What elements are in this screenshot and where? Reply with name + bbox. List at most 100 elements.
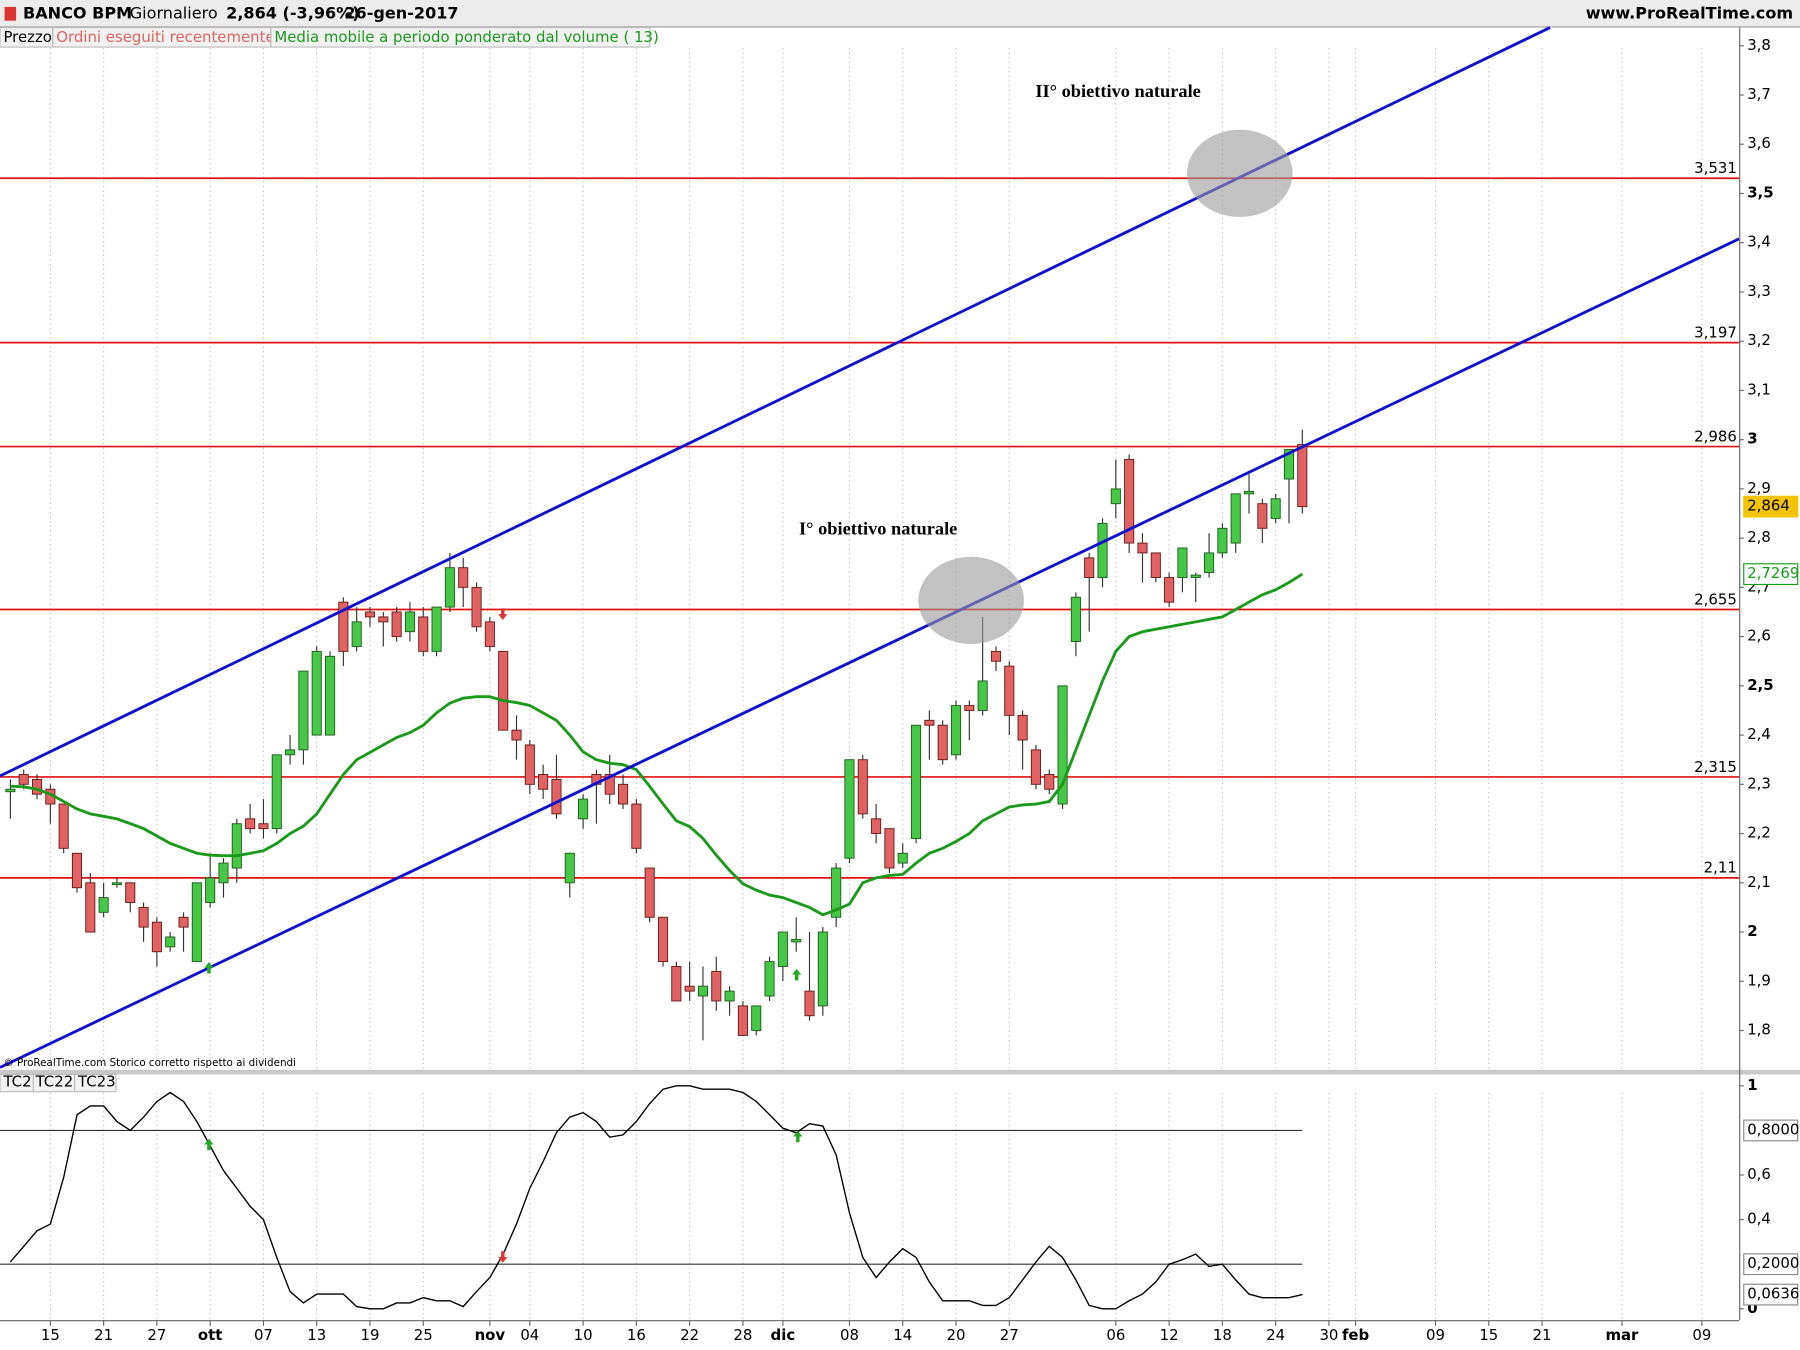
moving-average [10,572,1304,917]
level-label: 2,11 [1704,859,1737,877]
y-tick-label: 2,8 [1747,528,1771,546]
y-tick-label: 3,7 [1747,85,1771,103]
x-tick-label: 04 [520,1326,539,1344]
candle-body [71,852,83,889]
candle-body [964,705,975,711]
candle-body [657,916,669,963]
candle-body [857,759,868,815]
candle-body [817,931,828,1007]
candle-body [977,680,988,711]
legend-box [74,1073,117,1093]
price-marker [1743,1283,1799,1306]
candle-body [458,567,469,588]
legend-entry: TC2 [2,1073,31,1091]
legend-entry: Media mobile a periodo ponderato dal vol… [274,28,658,46]
y-tick-label: 0,6 [1747,1165,1771,1183]
level-label: 3,197 [1694,323,1737,341]
candle-body [258,823,269,830]
legend-entry: TC22 [35,1073,74,1091]
legend-entry: TC23 [77,1073,116,1091]
candle-body [205,877,216,903]
x-tick-label: mar [1605,1326,1639,1344]
price-marker [1743,495,1799,518]
candle-body [231,823,242,869]
x-tick-label: 25 [414,1326,433,1344]
order-arrow [204,961,214,974]
candle-body [1097,522,1108,578]
x-tick-label: 28 [733,1326,752,1344]
price-marker-label: 2,7269 [1747,564,1799,582]
candle-body [98,897,109,913]
candle-body [1257,503,1268,529]
order-arrow [204,1138,214,1151]
candle-body [937,724,948,761]
y-tick-label: 3,3 [1747,282,1771,300]
candle-body [218,862,229,884]
price-marker [1743,563,1799,586]
icon [4,6,17,21]
candle-body [551,778,562,815]
level-label: 3,531 [1694,159,1737,177]
price-marker-label: 0,0636 [1747,1285,1799,1303]
price-marker-label: 2,864 [1747,497,1790,515]
candle-body [950,705,962,756]
order-arrow [498,608,508,620]
x-tick-label: 21 [94,1326,113,1344]
candle-body [1243,490,1255,495]
candle-body [285,749,296,756]
candle-body [484,621,495,647]
y-tick-label: 2,5 [1747,676,1773,694]
level-label: 2,986 [1694,427,1737,445]
chart-title: BANCO BPM [23,3,132,22]
candle-body [990,650,1002,662]
candle-body [751,1005,762,1031]
x-tick-label: 12 [1160,1326,1179,1344]
y-tick-label: 3,8 [1747,36,1771,54]
y-tick-label: 2,2 [1747,824,1771,842]
trendline [0,237,1740,1069]
level-box [1743,1119,1799,1142]
candle-body [1017,714,1028,741]
x-tick-label: 27 [1000,1326,1019,1344]
y-tick-label: 3,1 [1747,380,1771,398]
panel-separator [0,1069,1800,1075]
candle-body [644,867,655,918]
candle-body [911,724,922,839]
candle-body [1110,488,1121,505]
period: Giornaliero [130,3,218,22]
candle-body [1070,596,1081,642]
x-tick-label: 24 [1266,1326,1285,1344]
x-tick-label: 09 [1426,1326,1445,1344]
candle-body [58,803,69,849]
y-tick-label: 1,8 [1747,1021,1771,1039]
candle-body [1004,665,1015,716]
candle-body [364,611,376,618]
candle-body [1217,527,1228,554]
candle-body [5,788,16,793]
candle-body [897,852,908,864]
trendline [0,26,1551,778]
candle-body [18,774,29,785]
x-tick-label: 15 [1479,1326,1498,1344]
source: www.ProRealTime.com [1586,3,1793,22]
candle-body [711,970,722,1002]
x-tick-label: 21 [1533,1326,1552,1344]
y-tick-label: 2,3 [1747,774,1771,792]
x-tick-label: 10 [574,1326,593,1344]
y-tick-label: 2,4 [1747,725,1771,743]
y-tick-label: 0,4 [1747,1210,1771,1228]
y-tick-label: 3,6 [1747,134,1771,152]
candle-body [671,966,682,1002]
candle-body [804,990,815,1017]
x-tick-label: 15 [41,1326,60,1344]
y-tick-label: 2 [1747,922,1757,940]
annotation: II° obiettivo naturale [1035,81,1200,101]
candle-body [791,938,802,943]
x-tick-label: feb [1342,1326,1369,1344]
candle-body [111,882,122,885]
x-tick-label: 14 [893,1326,912,1344]
candle-body [311,650,322,736]
x-tick-label: 09 [1692,1326,1711,1344]
legend-entry: Ordini eseguiti recentemente [56,28,274,46]
quote: 2,864 (-3,96%) [226,3,359,22]
